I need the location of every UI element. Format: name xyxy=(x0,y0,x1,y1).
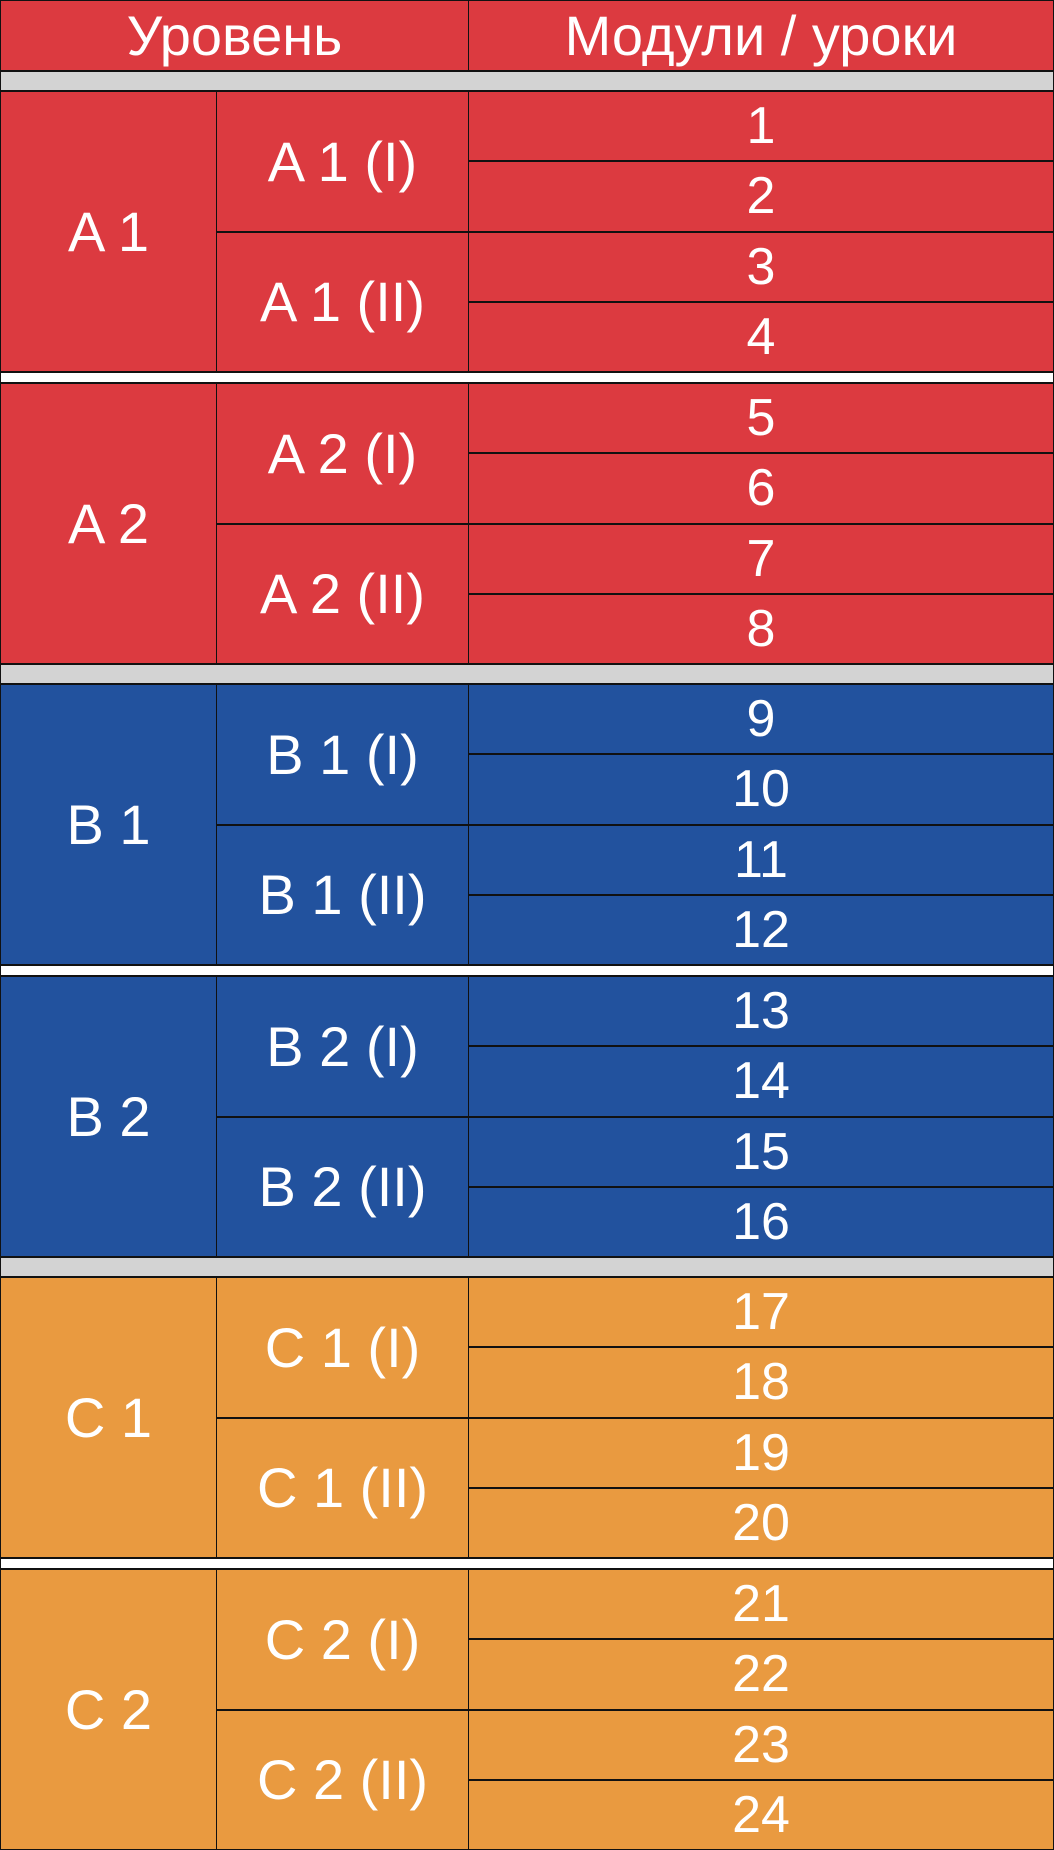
separator xyxy=(0,1257,1054,1277)
sublevel-cell: C 2 (I) xyxy=(216,1569,469,1710)
header-level: Уровень xyxy=(0,0,469,71)
module-cell: 7 xyxy=(468,523,1054,594)
sublevel-cell: B 2 (II) xyxy=(216,1116,469,1257)
level-cell: B 1 xyxy=(0,684,217,965)
level-cell: A 2 xyxy=(0,383,217,664)
sublevel-cell: C 1 (II) xyxy=(216,1417,469,1558)
separator xyxy=(0,664,1054,684)
module-cell: 13 xyxy=(468,976,1054,1047)
header-modules: Модули / уроки xyxy=(468,0,1054,71)
module-cell: 1 xyxy=(468,91,1054,162)
separator xyxy=(0,1558,1054,1569)
level-cell: C 2 xyxy=(0,1569,217,1850)
separator xyxy=(0,71,1054,91)
sublevel-cell: A 2 (II) xyxy=(216,523,469,664)
module-cell: 6 xyxy=(468,453,1054,524)
module-cell: 5 xyxy=(468,383,1054,454)
module-cell: 9 xyxy=(468,684,1054,755)
sublevel-cell: B 1 (II) xyxy=(216,824,469,965)
level-cell: A 1 xyxy=(0,91,217,372)
sublevel-cell: A 2 (I) xyxy=(216,383,469,524)
module-cell: 19 xyxy=(468,1417,1054,1488)
module-cell: 17 xyxy=(468,1277,1054,1348)
module-cell: 22 xyxy=(468,1639,1054,1710)
module-cell: 21 xyxy=(468,1569,1054,1640)
sublevel-cell: C 1 (I) xyxy=(216,1277,469,1418)
module-cell: 10 xyxy=(468,754,1054,825)
sublevel-cell: A 1 (II) xyxy=(216,231,469,372)
module-cell: 15 xyxy=(468,1116,1054,1187)
module-cell: 11 xyxy=(468,824,1054,895)
sublevel-cell: C 2 (II) xyxy=(216,1709,469,1850)
module-cell: 4 xyxy=(468,301,1054,372)
sublevel-cell: B 2 (I) xyxy=(216,976,469,1117)
module-cell: 20 xyxy=(468,1487,1054,1558)
module-cell: 18 xyxy=(468,1347,1054,1418)
module-cell: 2 xyxy=(468,161,1054,232)
sublevel-cell: B 1 (I) xyxy=(216,684,469,825)
module-cell: 14 xyxy=(468,1046,1054,1117)
separator xyxy=(0,372,1054,383)
module-cell: 8 xyxy=(468,593,1054,664)
module-cell: 24 xyxy=(468,1779,1054,1850)
level-cell: B 2 xyxy=(0,976,217,1257)
level-cell: C 1 xyxy=(0,1277,217,1558)
sublevel-cell: A 1 (I) xyxy=(216,91,469,232)
module-cell: 12 xyxy=(468,894,1054,965)
separator xyxy=(0,965,1054,976)
module-cell: 3 xyxy=(468,231,1054,302)
module-cell: 23 xyxy=(468,1709,1054,1780)
module-cell: 16 xyxy=(468,1186,1054,1257)
